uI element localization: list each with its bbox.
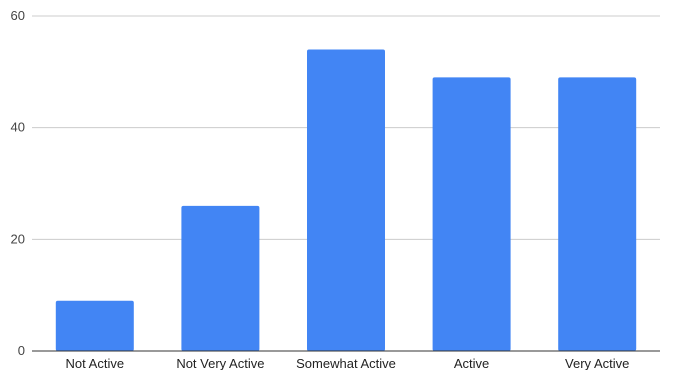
y-tick-label: 20	[11, 231, 25, 246]
y-tick-label: 40	[11, 120, 25, 135]
x-tick-label: Somewhat Active	[296, 356, 396, 370]
x-axis-ticks: Not Active Not Very Active Somewhat Active…	[66, 356, 630, 370]
bar-not-very-active	[181, 205, 260, 351]
bar-not-active	[55, 300, 134, 351]
y-tick-label: 60	[11, 8, 25, 23]
x-tick-label: Very Active	[565, 356, 629, 370]
x-tick-label: Active	[454, 356, 489, 370]
y-tick-label: 0	[18, 343, 25, 358]
y-axis-ticks: 0 20 40 60	[11, 8, 25, 358]
bars	[55, 49, 637, 352]
bar-somewhat-active	[307, 49, 385, 351]
x-tick-label: Not Active	[66, 356, 125, 370]
bar-active	[432, 77, 511, 352]
bar-very-active	[558, 77, 637, 352]
x-tick-label: Not Very Active	[176, 356, 264, 370]
